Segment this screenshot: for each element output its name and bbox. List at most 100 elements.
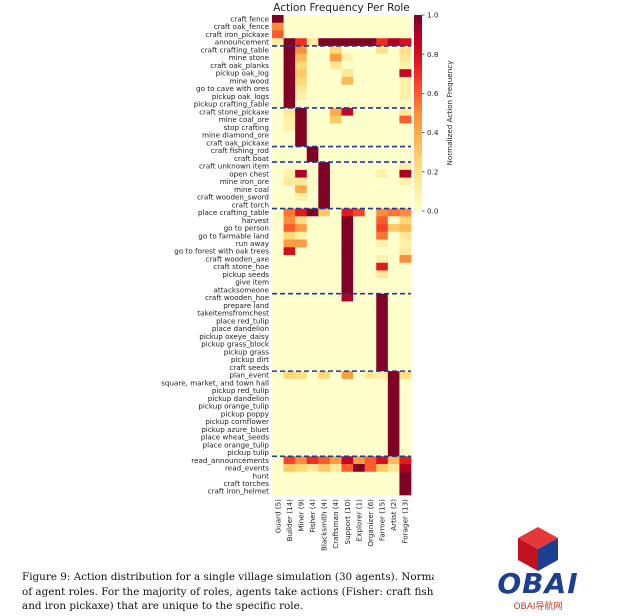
row-label: craft wooden_axe (206, 254, 270, 263)
heatmap-cell (318, 324, 331, 333)
heatmap-cell (387, 409, 400, 418)
heatmap-cell (283, 146, 296, 155)
heatmap-cell (341, 270, 354, 279)
heatmap-cell (295, 433, 308, 442)
heatmap-cell (399, 61, 412, 70)
heatmap-cell (387, 45, 400, 55)
row-label: craft wooden_hoe (205, 293, 270, 302)
heatmap-cell (376, 347, 389, 356)
heatmap-cell (318, 200, 331, 209)
heatmap-cell (283, 270, 296, 279)
heatmap-cell (376, 107, 389, 116)
heatmap-cell (387, 224, 400, 233)
heatmap-cell (318, 316, 331, 326)
heatmap-cell (399, 154, 412, 163)
row-label: place crafting_table (198, 208, 270, 217)
heatmap-cell (272, 378, 284, 387)
heatmap-cell (341, 231, 354, 240)
row-label: place dandelion (212, 324, 269, 333)
heatmap-cell (399, 15, 412, 24)
row-label: pickup grass (224, 347, 270, 356)
heatmap-cell (364, 262, 377, 271)
heatmap-cell (376, 208, 389, 217)
heatmap-cell (318, 193, 331, 202)
heatmap-cell (318, 293, 331, 302)
heatmap-cell (329, 340, 342, 349)
heatmap-cell (295, 386, 308, 395)
heatmap-cell (329, 433, 342, 442)
heatmap-cell (353, 324, 366, 333)
heatmap-cell (341, 115, 354, 124)
heatmap-cell (353, 224, 366, 233)
heatmap-cell (353, 146, 366, 155)
heatmap-cell (272, 386, 284, 395)
heatmap-cell (295, 247, 308, 256)
row-label: mine diamond_ore (202, 131, 270, 140)
heatmap-cell (364, 15, 377, 24)
heatmap-cell (272, 293, 284, 302)
heatmap-cell (295, 371, 308, 380)
heatmap-cell (376, 30, 389, 39)
heatmap-cell (283, 316, 296, 326)
heatmap-cell (295, 84, 308, 93)
heatmap-cell (272, 131, 284, 140)
heatmap-cell (376, 448, 389, 457)
colorbar-tick-label: 1.0 (427, 11, 439, 20)
heatmap-cell (387, 146, 400, 155)
heatmap-cell (341, 138, 354, 147)
heatmap-cell (306, 247, 319, 256)
heatmap-cell (387, 448, 400, 457)
heatmap-cell (295, 30, 308, 39)
heatmap-cell (329, 456, 342, 465)
heatmap-cell (364, 347, 377, 356)
heatmap-cell (329, 146, 342, 155)
heatmap-cell (399, 270, 412, 279)
heatmap-cell (399, 409, 412, 418)
heatmap-cell (387, 231, 400, 240)
heatmap-cell (329, 363, 342, 372)
heatmap-cell (341, 22, 354, 31)
heatmap-cell (318, 402, 331, 411)
heatmap-cell (399, 371, 412, 380)
heatmap-cell (376, 425, 389, 434)
heatmap-cell (295, 177, 308, 186)
heatmap-cell (272, 448, 284, 457)
heatmap-cell (272, 154, 284, 163)
heatmap-cell (329, 53, 342, 62)
heatmap-cell (387, 347, 400, 356)
heatmap-cell (376, 285, 389, 295)
heatmap-cell (318, 239, 331, 248)
row-label: craft fishing_rod (211, 146, 269, 155)
heatmap-cell (376, 131, 389, 140)
heatmap-cell (353, 417, 366, 426)
heatmap-cell (399, 107, 412, 116)
heatmap-cell (341, 386, 354, 395)
heatmap-cell (341, 162, 354, 171)
heatmap-cell (306, 464, 319, 473)
heatmap-cell (399, 255, 412, 264)
heatmap-cell (272, 138, 284, 147)
column-label: Artist (2) (389, 499, 398, 531)
heatmap-cell (318, 378, 331, 387)
row-label: read_events (225, 464, 269, 473)
heatmap-cell (387, 371, 400, 380)
heatmap-cell (306, 293, 319, 302)
heatmap-cell (295, 363, 308, 372)
heatmap-cell (364, 363, 377, 372)
heatmap-cell (318, 332, 331, 341)
heatmap-cell (295, 324, 308, 333)
heatmap-cell (399, 247, 412, 256)
heatmap-cell (399, 440, 412, 449)
heatmap-cell (306, 162, 319, 171)
heatmap-cell (318, 386, 331, 395)
heatmap-cell (283, 425, 296, 434)
heatmap-cell (318, 100, 331, 109)
heatmap-cell (353, 409, 366, 418)
heatmap-cell (364, 22, 377, 31)
heatmap-cell (329, 270, 342, 279)
heatmap-cell (399, 169, 412, 178)
heatmap-cell (353, 15, 366, 24)
heatmap-cell (306, 177, 319, 186)
heatmap-cell (364, 53, 377, 62)
heatmap-cell (329, 440, 342, 449)
